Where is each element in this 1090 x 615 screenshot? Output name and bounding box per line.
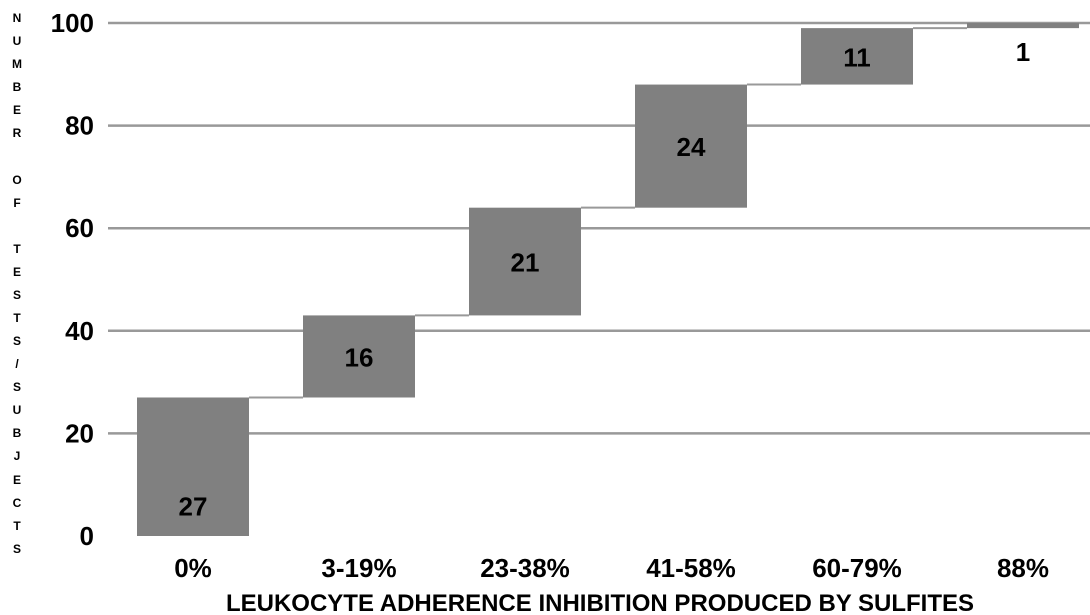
y-tick-label: 40 [65,316,94,346]
y-tick-label: 20 [65,418,94,448]
data-label: 11 [843,42,871,72]
y-axis-title-letter: T [13,518,21,533]
y-axis-title-letter: U [12,34,22,49]
y-axis-title-letter [15,150,18,164]
y-axis-title-letter: U [12,403,22,418]
bar-88% [967,23,1079,29]
y-tick-label: 0 [80,521,94,551]
y-axis-title-letter: E [12,472,21,487]
y-axis-title-letter [15,220,18,234]
y-axis-title-letter: T [13,311,21,326]
y-axis-title-letter: S [12,287,21,302]
x-tick-label: 3-19% [321,553,396,583]
y-tick-label: 60 [65,213,94,243]
y-axis-title-letter: J [13,449,21,464]
x-tick-label: 0% [174,553,212,583]
y-axis-title-letter: O [12,172,22,187]
data-label: 24 [677,132,706,162]
x-tick-label: 60-79% [812,553,902,583]
y-axis-title-letter: B [12,426,22,441]
x-tick-label: 88% [997,553,1049,583]
x-axis-title: LEUKOCYTE ADHERENCE INHIBITION PRODUCED … [226,590,974,615]
y-tick-label: 80 [65,111,94,141]
y-tick-label: 100 [51,8,94,38]
y-axis-title-letter: S [12,380,21,395]
y-axis-title-letter: C [12,495,22,510]
y-axis-title-letter: S [12,541,21,556]
data-label: 16 [345,342,374,372]
data-label: 27 [179,492,208,522]
y-axis-title-letter: M [12,57,22,72]
connectors [249,27,967,399]
bar-3-19% [303,315,415,398]
x-tick-label: 41-58% [646,553,736,583]
y-axis-title-letter: T [13,241,21,256]
bar-0% [137,397,249,536]
y-tick-labels: 0 20 40 60 80 100 [51,8,94,551]
y-axis-title-letter: F [13,195,21,210]
y-axis-title-letter: E [12,103,21,118]
y-axis-title-letter: S [12,334,21,349]
x-tick-label: 23-38% [480,553,570,583]
data-label: 21 [511,248,540,278]
y-axis-title-letter: N [12,11,22,25]
gridlines [108,21,1090,435]
y-axis-title-letter: E [12,264,21,279]
x-tick-labels: 0% 3-19% 23-38% 41-58% 60-79% 88% [174,553,1049,583]
y-axis-title-letter: B [12,80,22,95]
data-label: 1 [1016,37,1030,67]
bar-41-58% [635,84,747,208]
y-axis-title-letter: / [15,357,19,372]
bar-60-79% [801,28,913,85]
bars [137,23,1079,536]
y-axis-title-letter: R [12,126,22,141]
bar-23-38% [469,207,581,316]
